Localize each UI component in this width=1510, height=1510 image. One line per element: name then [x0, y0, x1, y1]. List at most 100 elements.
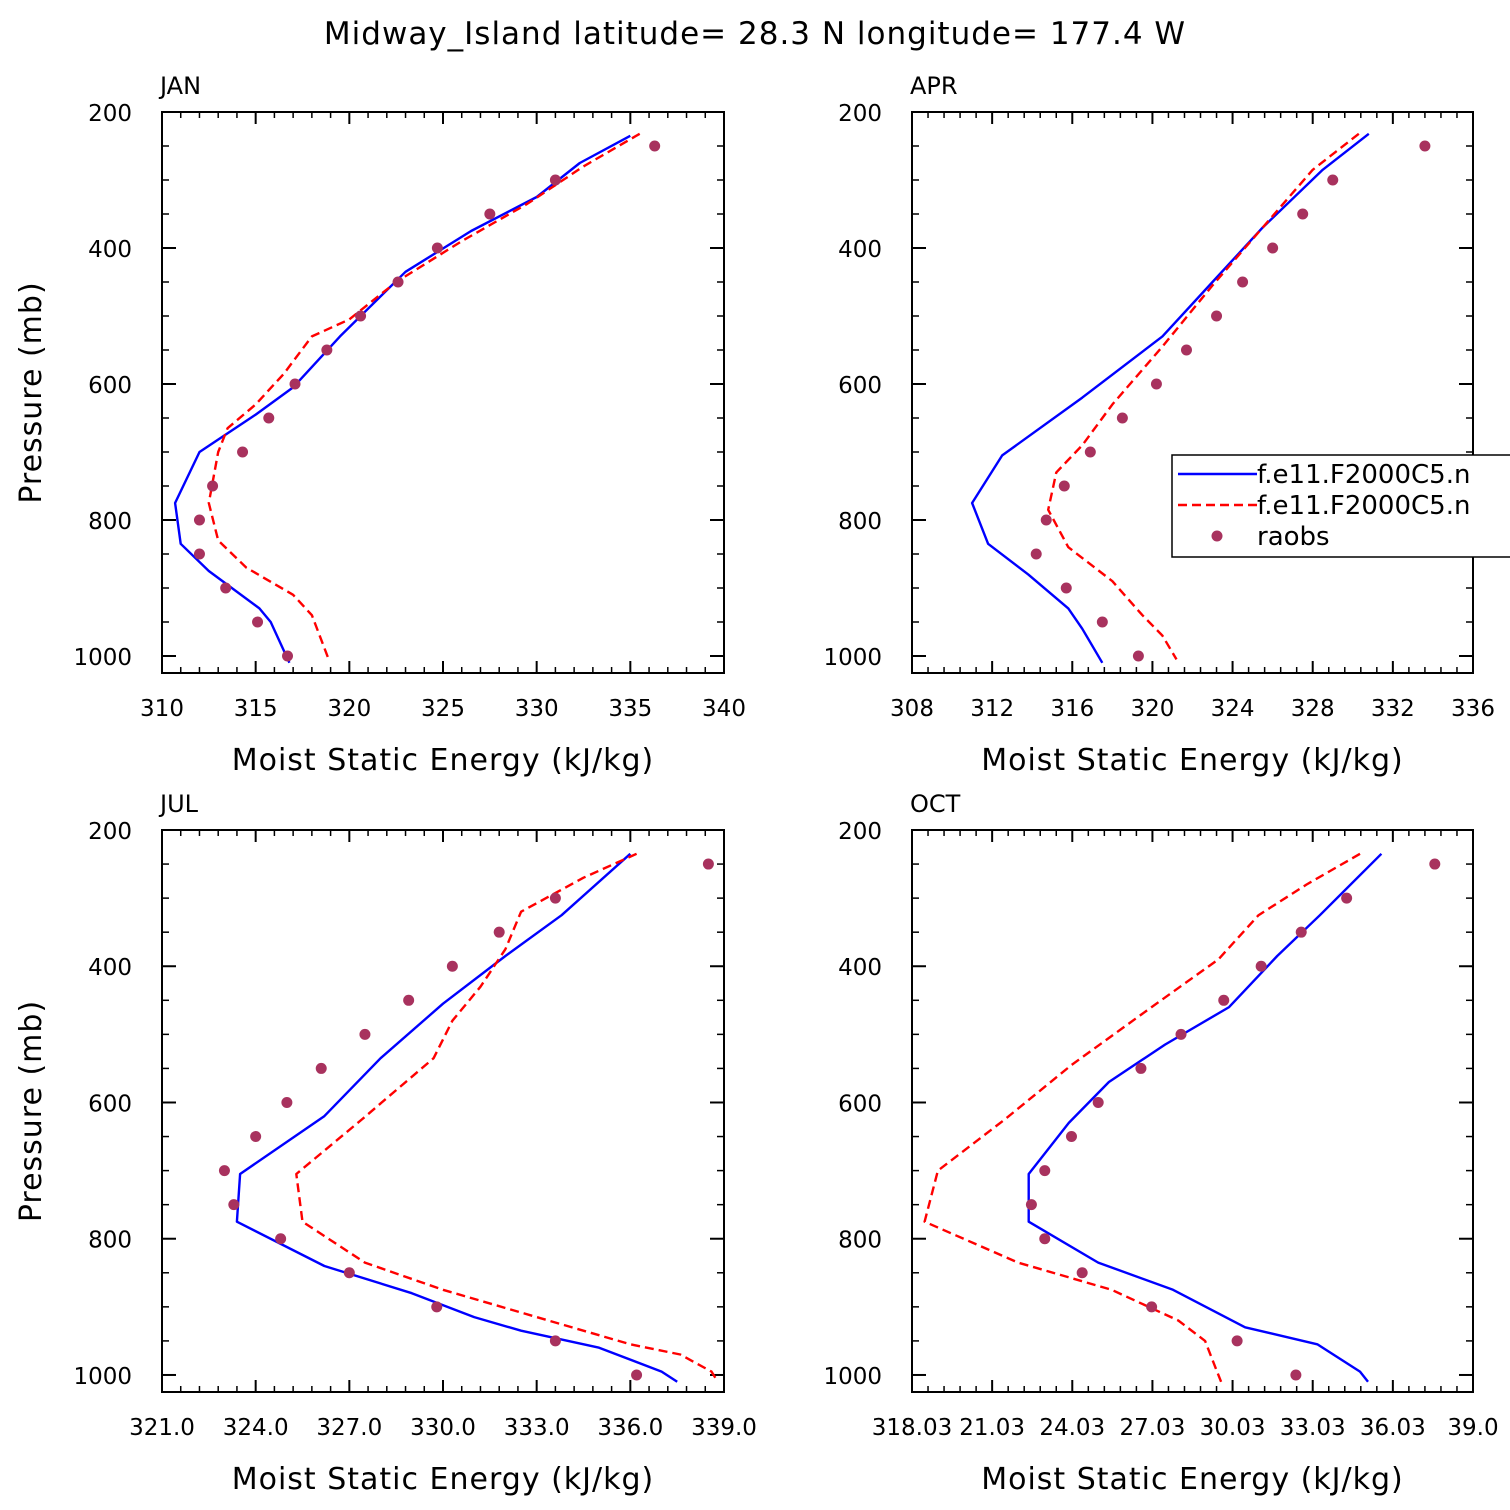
x-tick-label: 320	[327, 696, 371, 722]
series-line-solid	[1027, 852, 1383, 1383]
panel-apr: APR 308 312 316 320 324 328 332 336 Moist Static …	[823, 72, 1495, 778]
raobs-point	[1060, 582, 1072, 594]
y-tick-label: 400	[838, 955, 882, 981]
raobs-point	[431, 242, 443, 254]
raobs-point	[1058, 480, 1070, 492]
raobs-point	[193, 514, 205, 526]
raobs-point	[1116, 412, 1128, 424]
y-tick-label: 800	[88, 509, 132, 535]
plot-frame	[911, 829, 1474, 1393]
x-tick-label: 21.03	[959, 1415, 1025, 1441]
raobs-point	[250, 1131, 262, 1143]
panel-jan: JAN 310 315 320 325 330 335 340 Moist Static Ene…	[14, 72, 746, 778]
y-tick-label: 600	[88, 373, 132, 399]
raobs-point	[321, 344, 333, 356]
raobs-point	[263, 412, 275, 424]
x-tick-label: 33.03	[1280, 1415, 1346, 1441]
x-tick-label: 336	[1451, 696, 1495, 722]
panel-jul: JUL 321.0 324.0 327.0 330.0 333.0 336.0 339.0 Mo…	[14, 790, 757, 1497]
x-tick-label: 328	[1291, 696, 1335, 722]
y-tick-label: 1000	[823, 645, 882, 671]
raobs-point	[1295, 926, 1307, 938]
raobs-point	[1297, 208, 1309, 220]
panel-label: JAN	[158, 72, 201, 100]
y-axis-label: Pressure (mb)	[14, 1000, 49, 1222]
raobs-point	[446, 960, 458, 972]
raobs-point	[1419, 140, 1431, 152]
y-tick-label: 200	[838, 819, 882, 845]
y-tick-label: 400	[88, 955, 132, 981]
raobs-point	[237, 446, 249, 458]
panel-label: JUL	[158, 790, 199, 818]
raobs-point	[355, 310, 367, 322]
raobs-point	[359, 1028, 371, 1040]
x-tick-label: 324.0	[223, 1415, 289, 1441]
x-axis-label: Moist Static Energy (kJ/kg)	[981, 1462, 1404, 1497]
y-tick-label: 600	[88, 1091, 132, 1117]
raobs-point	[1231, 1335, 1243, 1347]
panel-label: APR	[910, 72, 958, 100]
raobs-point	[1039, 1165, 1051, 1177]
raobs-point	[193, 548, 205, 560]
panels-layer: JAN 310 315 320 325 330 335 340 Moist Static Ene…	[14, 72, 1499, 1497]
series-line-solid	[970, 132, 1370, 664]
raobs-point	[228, 1199, 240, 1211]
raobs-point	[289, 378, 301, 390]
raobs-point	[1096, 616, 1108, 628]
raobs-point	[1030, 548, 1042, 560]
raobs-point	[315, 1062, 327, 1074]
raobs-point	[1290, 1369, 1302, 1381]
x-tick-label: 320	[1130, 696, 1174, 722]
x-tick-label: 308	[890, 696, 934, 722]
raobs-point	[1076, 1267, 1088, 1279]
legend-marker	[1211, 530, 1223, 542]
x-tick-label: 321.0	[129, 1415, 195, 1441]
x-axis-label: Moist Static Energy (kJ/kg)	[232, 1462, 655, 1497]
y-tick-label: 1000	[823, 1364, 882, 1390]
panel-oct: OCT 318.03 21.03 24.03 27.03 30.03 33.03 36.03 3…	[823, 790, 1498, 1497]
y-tick-label: 400	[838, 237, 882, 263]
x-tick-label: 36.03	[1360, 1415, 1426, 1441]
plot-frame	[161, 829, 725, 1393]
x-tick-label: 315	[234, 696, 278, 722]
raobs-point	[702, 858, 714, 870]
series-line-solid	[173, 134, 631, 664]
x-tick-label: 335	[608, 696, 652, 722]
raobs-point	[484, 208, 496, 220]
series-line-dashed	[923, 852, 1361, 1383]
x-tick-label: 318.03	[872, 1415, 952, 1441]
raobs-point	[1175, 1028, 1187, 1040]
y-tick-label: 400	[88, 237, 132, 263]
raobs-point	[1150, 378, 1162, 390]
raobs-point	[1218, 994, 1230, 1006]
raobs-point	[207, 480, 219, 492]
raobs-point	[281, 1096, 293, 1108]
raobs-point	[1040, 514, 1052, 526]
raobs-point	[1092, 1096, 1104, 1108]
y-tick-label: 800	[838, 509, 882, 535]
x-tick-label: 333.0	[504, 1415, 570, 1441]
x-tick-label: 324	[1211, 696, 1255, 722]
y-tick-label: 200	[88, 101, 132, 127]
x-tick-label: 327.0	[316, 1415, 382, 1441]
x-tick-label: 330	[515, 696, 559, 722]
plot-frame	[161, 111, 725, 674]
raobs-point	[1267, 242, 1279, 254]
y-axis-label: Pressure (mb)	[14, 281, 49, 503]
raobs-point	[1132, 650, 1144, 662]
x-tick-label: 325	[421, 696, 465, 722]
raobs-point	[1025, 1199, 1037, 1211]
x-tick-label: 340	[702, 696, 746, 722]
x-axis-label: Moist Static Energy (kJ/kg)	[232, 743, 655, 778]
series-line-dashed	[207, 132, 641, 660]
x-tick-label: 330.0	[410, 1415, 476, 1441]
x-tick-label: 24.03	[1039, 1415, 1105, 1441]
raobs-point	[631, 1369, 643, 1381]
raobs-point	[1237, 276, 1249, 288]
raobs-point	[1084, 446, 1096, 458]
raobs-point	[1180, 344, 1192, 356]
y-tick-label: 1000	[73, 1364, 132, 1390]
x-tick-label: 310	[140, 696, 184, 722]
